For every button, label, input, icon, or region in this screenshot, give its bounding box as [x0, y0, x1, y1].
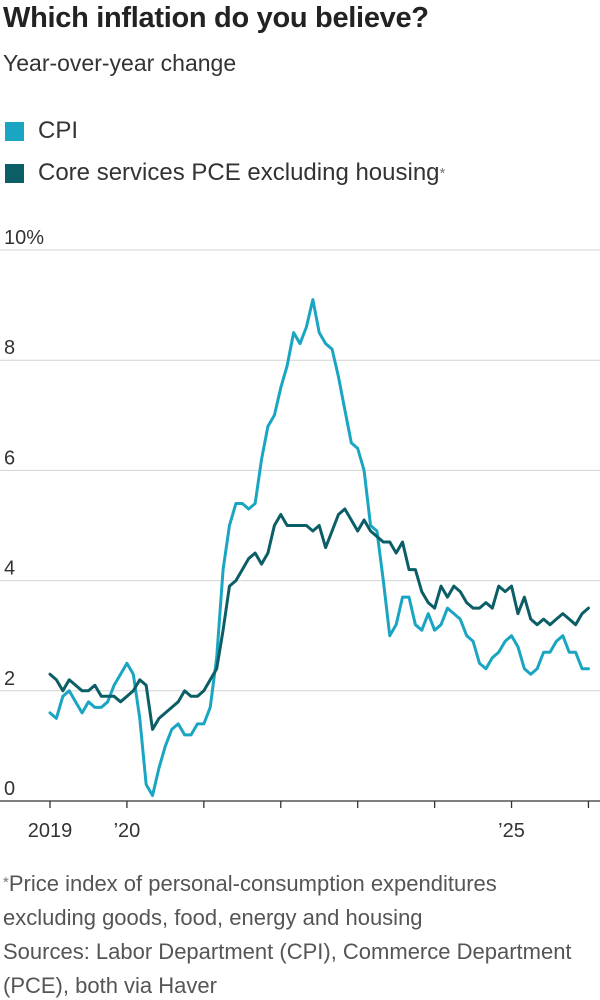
y-tick-label: 4 [4, 558, 15, 580]
legend-label: CPI [38, 117, 79, 144]
legend-swatch [5, 121, 24, 141]
series-line [48, 298, 590, 797]
y-tick-label: 0 [4, 778, 15, 800]
source: Sources: Labor Department (CPI), Commerc… [3, 939, 572, 998]
chart: 0 2 4 6 8 10% 2019 ’20 ’25 [0, 227, 600, 842]
footnote: *Price index of personal-consumption exp… [3, 866, 595, 935]
series-line [48, 507, 590, 731]
y-tick-label: 10% [4, 227, 44, 249]
footnotes: *Price index of personal-consumption exp… [3, 866, 595, 1000]
footnote-text: Price index of personal-consumption expe… [3, 871, 497, 930]
y-tick-label: 2 [4, 668, 15, 690]
x-tick-label: ’20 [114, 820, 141, 842]
footnote-marker: * [3, 874, 9, 891]
y-tick-label: 8 [4, 337, 15, 359]
chart-subtitle: Year-over-year change [3, 50, 237, 76]
chart-title: Which inflation do you believe? [3, 2, 429, 34]
legend-entry: CPI [5, 117, 78, 145]
x-tick-label: 2019 [28, 820, 73, 842]
y-tick-label: 6 [4, 447, 15, 469]
legend-entry: Core services PCE excluding housing * [5, 159, 445, 187]
legend-swatch [5, 163, 24, 183]
legend-note-marker: * [439, 164, 446, 182]
x-tick-label: ’25 [498, 820, 525, 842]
legend-label: Core services PCE excluding housing [38, 159, 440, 186]
